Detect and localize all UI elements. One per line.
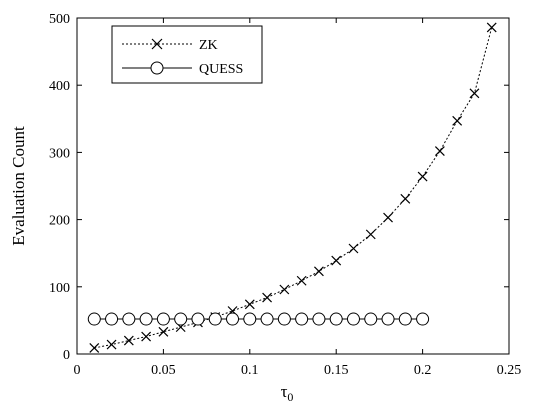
y-ticks: 0 100 200 300 400 500 — [49, 12, 509, 363]
data-point-zk — [141, 331, 152, 342]
data-point-zk — [469, 88, 480, 99]
data-point-quess — [416, 312, 430, 326]
data-point-quess — [381, 312, 395, 326]
data-point-quess — [226, 312, 240, 326]
legend-marker-zk — [151, 38, 163, 50]
y-tick-label: 200 — [49, 214, 70, 229]
data-point-quess — [105, 312, 119, 326]
data-point-quess — [260, 312, 274, 326]
data-point-zk — [262, 292, 273, 303]
data-point-quess — [122, 312, 136, 326]
data-point-quess — [243, 312, 257, 326]
data-point-quess — [312, 312, 326, 326]
data-point-quess — [87, 312, 101, 326]
x-tick-label: 0.2 — [414, 363, 432, 378]
data-point-zk — [296, 275, 307, 286]
legend-label-zk: ZK — [199, 38, 218, 53]
legend-box — [111, 25, 263, 84]
x-tick-label: 0.15 — [324, 363, 349, 378]
x-tick-label: 0.05 — [151, 363, 176, 378]
data-point-quess — [398, 312, 412, 326]
y-tick-label: 400 — [49, 79, 70, 94]
data-point-quess — [329, 312, 343, 326]
y-axis-label: Evaluation Count — [9, 126, 28, 246]
y-tick-label: 300 — [49, 146, 70, 161]
y-tick-label: 500 — [49, 12, 70, 27]
plot-frame — [76, 17, 510, 355]
data-point-quess — [139, 312, 153, 326]
legend-marker-quess — [150, 61, 164, 75]
x-tick-label: 0.1 — [241, 363, 259, 378]
data-point-zk — [331, 255, 342, 266]
legend-label-quess: QUESS — [199, 62, 243, 77]
y-tick-label: 0 — [63, 348, 70, 363]
data-point-zk — [158, 326, 169, 337]
data-point-zk — [383, 212, 393, 223]
data-point-zk — [279, 284, 290, 295]
data-point-quess — [208, 312, 222, 326]
data-point-zk — [89, 343, 100, 353]
legend: ZK QUESS — [111, 25, 263, 84]
data-point-zk — [417, 171, 428, 182]
series-line-zk — [94, 27, 493, 349]
series-layer — [87, 22, 497, 353]
data-point-zk — [106, 339, 117, 350]
data-point-zk — [452, 115, 463, 126]
data-point-quess — [277, 312, 291, 326]
data-point-zk — [244, 299, 255, 310]
x-tick-label: 0 — [74, 363, 81, 378]
x-axis-label-main: τ — [281, 382, 288, 401]
data-point-zk — [348, 243, 359, 254]
data-point-zk — [313, 266, 324, 277]
data-point-quess — [191, 312, 205, 326]
data-point-quess — [346, 312, 360, 326]
data-point-quess — [174, 312, 188, 326]
x-tick-label: 0.25 — [497, 363, 522, 378]
x-axis-label-sub: 0 — [287, 390, 293, 404]
data-point-zk — [365, 229, 376, 240]
x-ticks: 0 0.05 0.1 0.15 0.2 0.25 — [74, 18, 522, 378]
data-point-quess — [156, 312, 170, 326]
y-tick-label: 100 — [49, 281, 70, 296]
data-point-zk — [486, 22, 497, 33]
data-point-quess — [364, 312, 378, 326]
data-point-quess — [295, 312, 309, 326]
data-point-zk — [123, 335, 134, 346]
data-point-zk — [400, 193, 411, 204]
data-point-zk — [434, 146, 445, 156]
x-axis-label: τ0 — [281, 382, 294, 404]
